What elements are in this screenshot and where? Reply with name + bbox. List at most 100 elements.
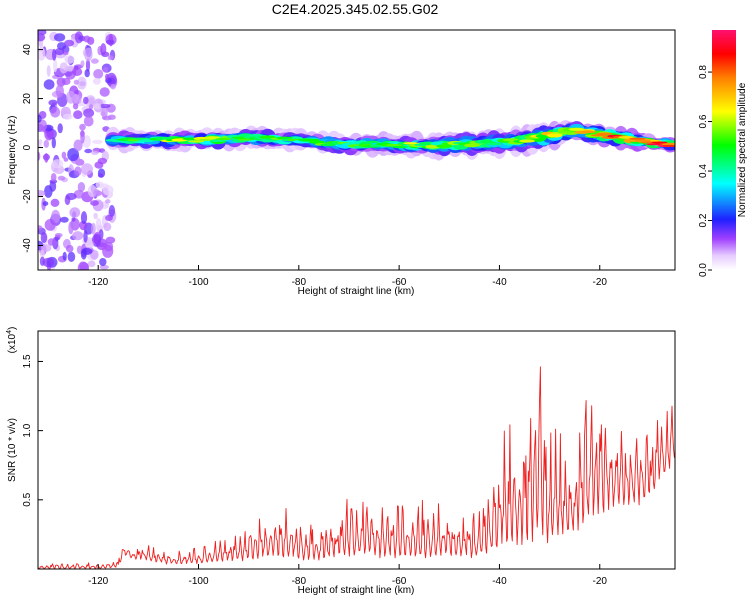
spectrogram-noise-blob: [103, 222, 112, 232]
spectrogram-y-tick-label: 0: [22, 144, 33, 150]
spectrogram-noise-blob: [99, 87, 110, 97]
spectrogram-noise-blob: [72, 102, 79, 110]
spectrogram-x-tick-label: -120: [88, 277, 108, 288]
spectrogram-noise-blob: [50, 173, 57, 182]
spectrogram-noise-blob: [38, 142, 42, 148]
spectrogram-noise-blob: [62, 251, 67, 261]
spectrogram-noise-blob: [67, 148, 79, 162]
spectrogram-noise-blob: [62, 51, 69, 56]
spectrogram-ridge-cell: [403, 142, 420, 145]
spectrogram-y-tick-label: 40: [22, 44, 33, 56]
spectrogram-ridge-cell: [188, 140, 204, 143]
spectrogram-ridge-cell: [568, 127, 585, 131]
spectrogram-noise-blob: [44, 219, 56, 231]
spectrogram-noise-blob: [65, 244, 74, 253]
spectrogram-ridge-cell: [651, 141, 668, 144]
spectrogram-noise-blob: [39, 250, 45, 259]
spectrogram-noise-blob: [95, 218, 102, 232]
spectrogram-noise-blob: [83, 108, 95, 118]
spectrogram-noise-blob: [97, 157, 108, 165]
snr-series-line: [38, 366, 675, 569]
spectrogram-ridge-cell: [386, 144, 403, 147]
spectrogram-noise-blob: [84, 69, 90, 78]
spectrogram-ridge-cell: [579, 130, 596, 134]
colorbar-ticks: 0.0 0.2 0.4 0.6 0.8: [698, 65, 712, 277]
spectrogram-plot-area: [38, 30, 675, 270]
spectrogram-noise-blob: [43, 139, 49, 148]
spectrogram-noise-blob: [87, 260, 96, 268]
spectrogram-noise-blob: [91, 222, 96, 235]
spectrogram-noise-blob: [105, 73, 109, 81]
spectrogram-ridge-cell: [320, 143, 337, 147]
snr-frame: [37, 330, 676, 570]
spectrogram-noise-blob: [67, 251, 76, 262]
snr-scale-note: (x104): [6, 327, 18, 354]
spectrogram-ridge-cell: [519, 139, 535, 143]
spectrogram-noise-blob: [93, 234, 98, 245]
spectrogram-y-tick-label: 20: [22, 93, 33, 105]
spectrogram-frame: [37, 29, 676, 271]
spectrogram-noise-blob: [73, 79, 80, 85]
spectrogram-noise-blob: [85, 58, 91, 72]
colorbar-tick-label: 0.4: [698, 164, 709, 178]
spectrogram-noise-blob: [108, 205, 116, 217]
spectrogram-noise-blob: [93, 189, 101, 197]
spectrogram-ridge-cell: [645, 143, 662, 146]
spectrogram-noise-blob: [106, 39, 115, 45]
spectrogram-noise-blob: [80, 211, 88, 225]
spectrogram-ridge-cell: [485, 142, 502, 146]
spectrogram-noise-blob: [99, 264, 109, 270]
colorbar: 0.0 0.2 0.4 0.6 0.8 Normalized spectral ampl…: [698, 30, 748, 277]
spectrogram-noise-blob: [57, 123, 63, 134]
spectrogram-noise-blob: [54, 48, 65, 56]
spectrogram-ridge-cell: [629, 137, 646, 140]
spectrogram-noise-blob: [63, 157, 69, 162]
snr-panel: -120 -100 -80 -60 -40 -20 0.5 1.0 1.5 Height of …: [6, 327, 676, 596]
spectrogram-noise-blob: [92, 77, 101, 85]
spectrogram-noise-blob: [99, 258, 107, 266]
spectrogram-noise-blob: [44, 153, 49, 163]
spectrogram-noise-blob: [51, 137, 56, 149]
spectrogram-noise-blob: [62, 113, 73, 120]
spectrogram-noise-blob: [64, 55, 75, 64]
spectrogram-noise-blob: [95, 181, 104, 188]
spectrogram-noise-blob: [107, 55, 114, 61]
spectrogram-x-tick-label: -80: [292, 277, 307, 288]
snr-x-axis-label: Height of straight line (km): [298, 585, 415, 596]
spectrogram-noise-blob: [47, 238, 55, 246]
spectrogram-ridge-cell: [596, 132, 613, 136]
spectrogram-ridge-cell: [154, 136, 171, 140]
snr-x-tick-label: -40: [492, 576, 507, 587]
spectrogram-ridge-cell: [662, 142, 675, 146]
spectrogram-x-tick-label: -100: [188, 277, 208, 288]
spectrogram-noise-blob: [38, 119, 47, 132]
spectrogram-y-tick-label: -20: [22, 189, 33, 204]
spectrogram-noise-blob: [38, 225, 43, 231]
spectrogram-noise-blob: [38, 114, 42, 123]
spectrogram-noise-blob: [54, 33, 66, 42]
snr-x-tick-label: -100: [188, 576, 208, 587]
spectrogram-noise-blob: [61, 77, 71, 86]
spectrogram-marks: [38, 30, 675, 270]
spectrogram-ridge-cell: [436, 144, 453, 149]
spectrogram-noise-blob: [97, 173, 104, 178]
spectrogram-noise-blob: [77, 182, 86, 192]
spectrogram-noise-blob: [84, 47, 93, 62]
snr-y-tick-label: 0.5: [22, 492, 33, 506]
spectrogram-noise-blob: [93, 103, 102, 110]
spectrogram-noise-blob: [40, 244, 52, 252]
colorbar-gradient: [712, 30, 736, 270]
colorbar-tick-label: 0.8: [698, 65, 709, 79]
spectrogram-noise-blob: [99, 103, 111, 109]
spectrogram-noise-blob: [80, 60, 85, 67]
spectrogram-noise-blob: [80, 130, 85, 144]
spectrogram-noise-blob: [79, 123, 86, 131]
spectrogram-noise-blob: [64, 39, 75, 47]
snr-y-tick-label: 1.5: [22, 354, 33, 368]
spectrogram-noise-blob: [43, 79, 55, 90]
spectrogram-noise-blob: [74, 166, 82, 176]
spectrogram-noise-blob: [46, 65, 51, 77]
spectrogram-x-tick-label: -20: [593, 277, 608, 288]
colorbar-tick-label: 0.6: [698, 114, 709, 128]
